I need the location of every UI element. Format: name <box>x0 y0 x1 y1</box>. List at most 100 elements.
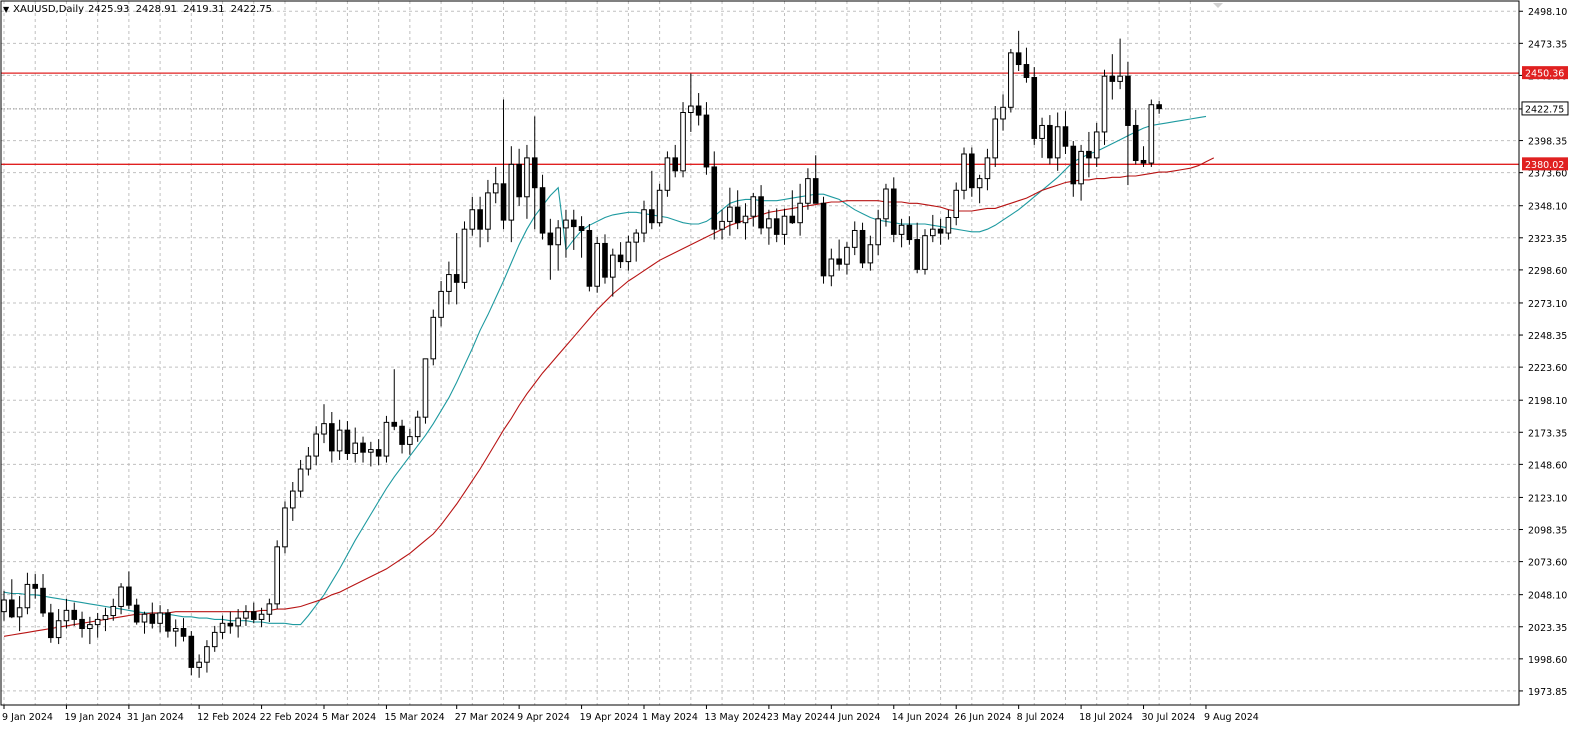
plot-border <box>0 0 1520 706</box>
candle-body-bear <box>126 586 132 606</box>
candle <box>149 602 156 629</box>
candle-body-bear <box>375 449 382 457</box>
candle <box>1117 38 1123 90</box>
candle <box>1047 115 1053 165</box>
candle <box>414 410 421 442</box>
level-price-tag <box>1522 66 1568 80</box>
candle <box>485 179 491 243</box>
candle-body-bear <box>1070 145 1077 185</box>
level-price-label: 2380.02 <box>1525 160 1564 171</box>
y-tick-label: 2023.35 <box>1528 623 1567 634</box>
candle <box>9 579 15 619</box>
candle <box>368 441 374 467</box>
candle <box>469 196 476 236</box>
candle <box>563 209 569 258</box>
candle <box>703 102 710 175</box>
candle-body-bear <box>399 425 405 445</box>
candle <box>55 609 62 645</box>
candle <box>953 182 960 226</box>
candle-body-bull <box>274 546 280 605</box>
candle <box>375 439 382 466</box>
candle-body-bear <box>734 206 741 224</box>
symbol-dropdown-icon[interactable]: ▼ <box>3 4 10 14</box>
candle <box>758 185 764 235</box>
candle <box>1125 61 1131 186</box>
candle <box>1070 141 1077 197</box>
y-tick-label: 2348.10 <box>1528 202 1567 213</box>
candle <box>680 102 686 178</box>
candle <box>906 216 913 245</box>
candle <box>235 609 241 638</box>
candle-body-bear <box>703 114 710 168</box>
candle <box>1140 146 1147 167</box>
candle <box>383 415 390 463</box>
candle <box>922 229 928 275</box>
candle <box>219 615 226 639</box>
candle-body-bear <box>149 613 156 624</box>
high-value: 2428.91 <box>135 4 177 15</box>
candle <box>329 411 335 463</box>
candle-body-bull <box>102 615 109 620</box>
candle <box>1054 112 1061 171</box>
candle <box>524 144 530 219</box>
x-tick-label: 1 May 2024 <box>642 712 698 723</box>
candle-body-bear <box>1156 104 1162 110</box>
candle <box>79 611 85 638</box>
candle-body-bull <box>94 618 101 626</box>
candle <box>118 583 124 615</box>
candle <box>438 281 444 327</box>
candle <box>430 309 437 366</box>
candle-body-bull <box>414 416 421 438</box>
candle-body-bear <box>40 587 46 614</box>
candle <box>812 155 819 204</box>
level-price-label: 2450.36 <box>1525 69 1564 80</box>
candle <box>664 151 671 197</box>
candle-body-bear <box>602 242 608 278</box>
candle-body-bull <box>422 358 429 418</box>
candle-body-bull <box>321 423 327 435</box>
x-tick-label: 27 Mar 2024 <box>455 712 515 723</box>
candle-body-bull <box>945 217 952 234</box>
candle-body-bear <box>758 196 764 229</box>
candle <box>1031 67 1038 145</box>
candle <box>578 216 585 258</box>
candle-body-bull <box>976 178 983 189</box>
shift-marker-icon <box>1213 3 1223 8</box>
candle-body-bear <box>516 163 522 198</box>
x-tick-label: 15 Mar 2024 <box>384 712 444 723</box>
candle <box>141 611 148 634</box>
candle-body-bear <box>914 239 920 270</box>
y-tick-label: 2223.60 <box>1528 363 1567 374</box>
candle <box>649 170 655 230</box>
x-tick-label: 22 Feb 2024 <box>260 712 319 723</box>
candle <box>586 223 593 292</box>
candle <box>898 218 905 248</box>
candle-body-bull <box>219 622 226 633</box>
x-tick-label: 26 Jun 2024 <box>954 712 1011 723</box>
candle <box>961 147 967 200</box>
candle-body-bear <box>890 188 897 235</box>
candle <box>1023 47 1030 83</box>
candle-body-bull <box>55 620 62 639</box>
y-tick-label: 2073.60 <box>1528 558 1567 569</box>
candle-body-bull <box>875 218 881 246</box>
candles <box>1 30 1162 678</box>
candle-body-bear <box>1086 150 1092 159</box>
candle <box>727 187 733 236</box>
candle-body-bull <box>727 206 733 222</box>
candle-body-bull <box>1117 75 1123 82</box>
candle-body-bull <box>24 583 31 609</box>
candle <box>773 208 780 243</box>
candle-body-bear <box>71 609 78 620</box>
candle-body-bear <box>79 618 85 630</box>
candle <box>258 607 265 628</box>
candle <box>781 208 788 245</box>
candle <box>94 612 101 638</box>
candle <box>313 426 319 466</box>
candle <box>851 221 858 256</box>
candle-body-bear <box>1125 75 1131 126</box>
y-tick-label: 2398.35 <box>1528 137 1567 148</box>
candle-body-bear <box>1062 126 1069 147</box>
